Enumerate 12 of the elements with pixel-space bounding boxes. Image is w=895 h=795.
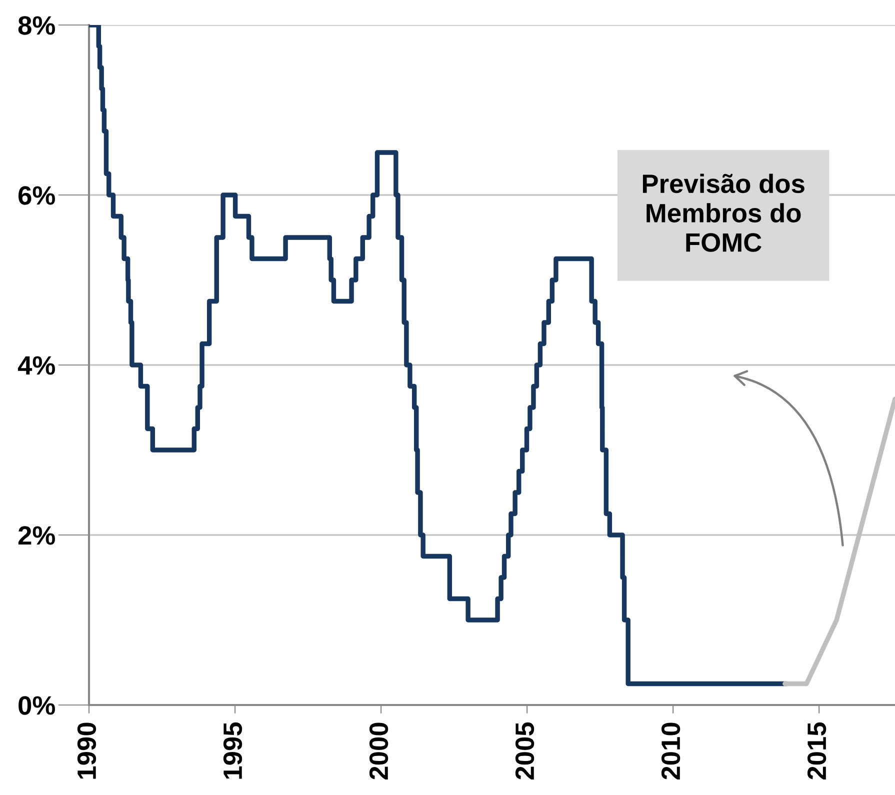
x-tick-label: 1995 [223,722,242,779]
x-tick-label: 2010 [661,722,680,780]
x-tick-label: 2000 [369,722,388,780]
y-tick-label: 6% [18,186,55,205]
x-tick-label: 1990 [77,722,96,779]
annotation: Previsão dos Membros do FOMC [642,174,804,252]
x-tick-label: 2005 [515,722,534,780]
y-tick-label: 2% [18,526,55,545]
x-tick-label: 2015 [807,722,826,780]
y-tick-label: 4% [18,356,55,375]
y-tick-label: 8% [18,16,55,35]
y-tick-label: 0% [18,696,55,715]
